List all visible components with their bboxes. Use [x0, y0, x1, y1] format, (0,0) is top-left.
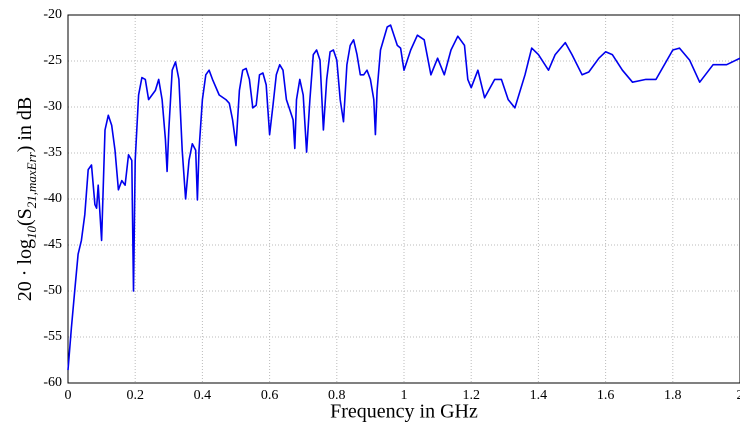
y-axis-label-part: 20 · log	[14, 239, 36, 301]
y-tick-label: -50	[43, 283, 62, 298]
plot-frame	[67, 14, 740, 384]
x-axis-label: Frequency in GHz	[330, 401, 478, 423]
y-axis-label: 20 · log10(S21,maxErr) in dB	[14, 97, 40, 302]
y-tick-label: -20	[43, 7, 62, 22]
y-tick-label: -55	[43, 329, 62, 344]
y-tick-label: -30	[43, 99, 62, 114]
x-tick-label: 2	[737, 388, 740, 403]
x-tick-label: 1.6	[597, 388, 615, 403]
x-tick-label: 1.4	[530, 388, 548, 403]
x-tick-label: 0.4	[194, 388, 212, 403]
y-tick-label: -35	[43, 145, 62, 160]
data-line	[67, 24, 740, 371]
x-tick-label: 1.8	[664, 388, 682, 403]
y-axis-label-part: 10	[24, 226, 39, 240]
x-tick-label: 1	[401, 388, 408, 403]
x-tick-label: 0.6	[261, 388, 279, 403]
y-axis-label-part: (S	[14, 208, 36, 226]
x-tick-label: 0.2	[126, 388, 144, 403]
y-tick-label: -40	[43, 191, 62, 206]
y-tick-label: -45	[43, 237, 62, 252]
y-axis-label-part: 21,maxErr	[24, 151, 39, 208]
x-tick-label: 0.8	[328, 388, 346, 403]
x-tick-label: 1.2	[462, 388, 480, 403]
y-tick-label: -60	[43, 375, 62, 390]
y-tick-label: -25	[43, 53, 62, 68]
x-tick-label: 0	[65, 388, 72, 403]
y-axis-label-part: ) in dB	[14, 97, 36, 153]
